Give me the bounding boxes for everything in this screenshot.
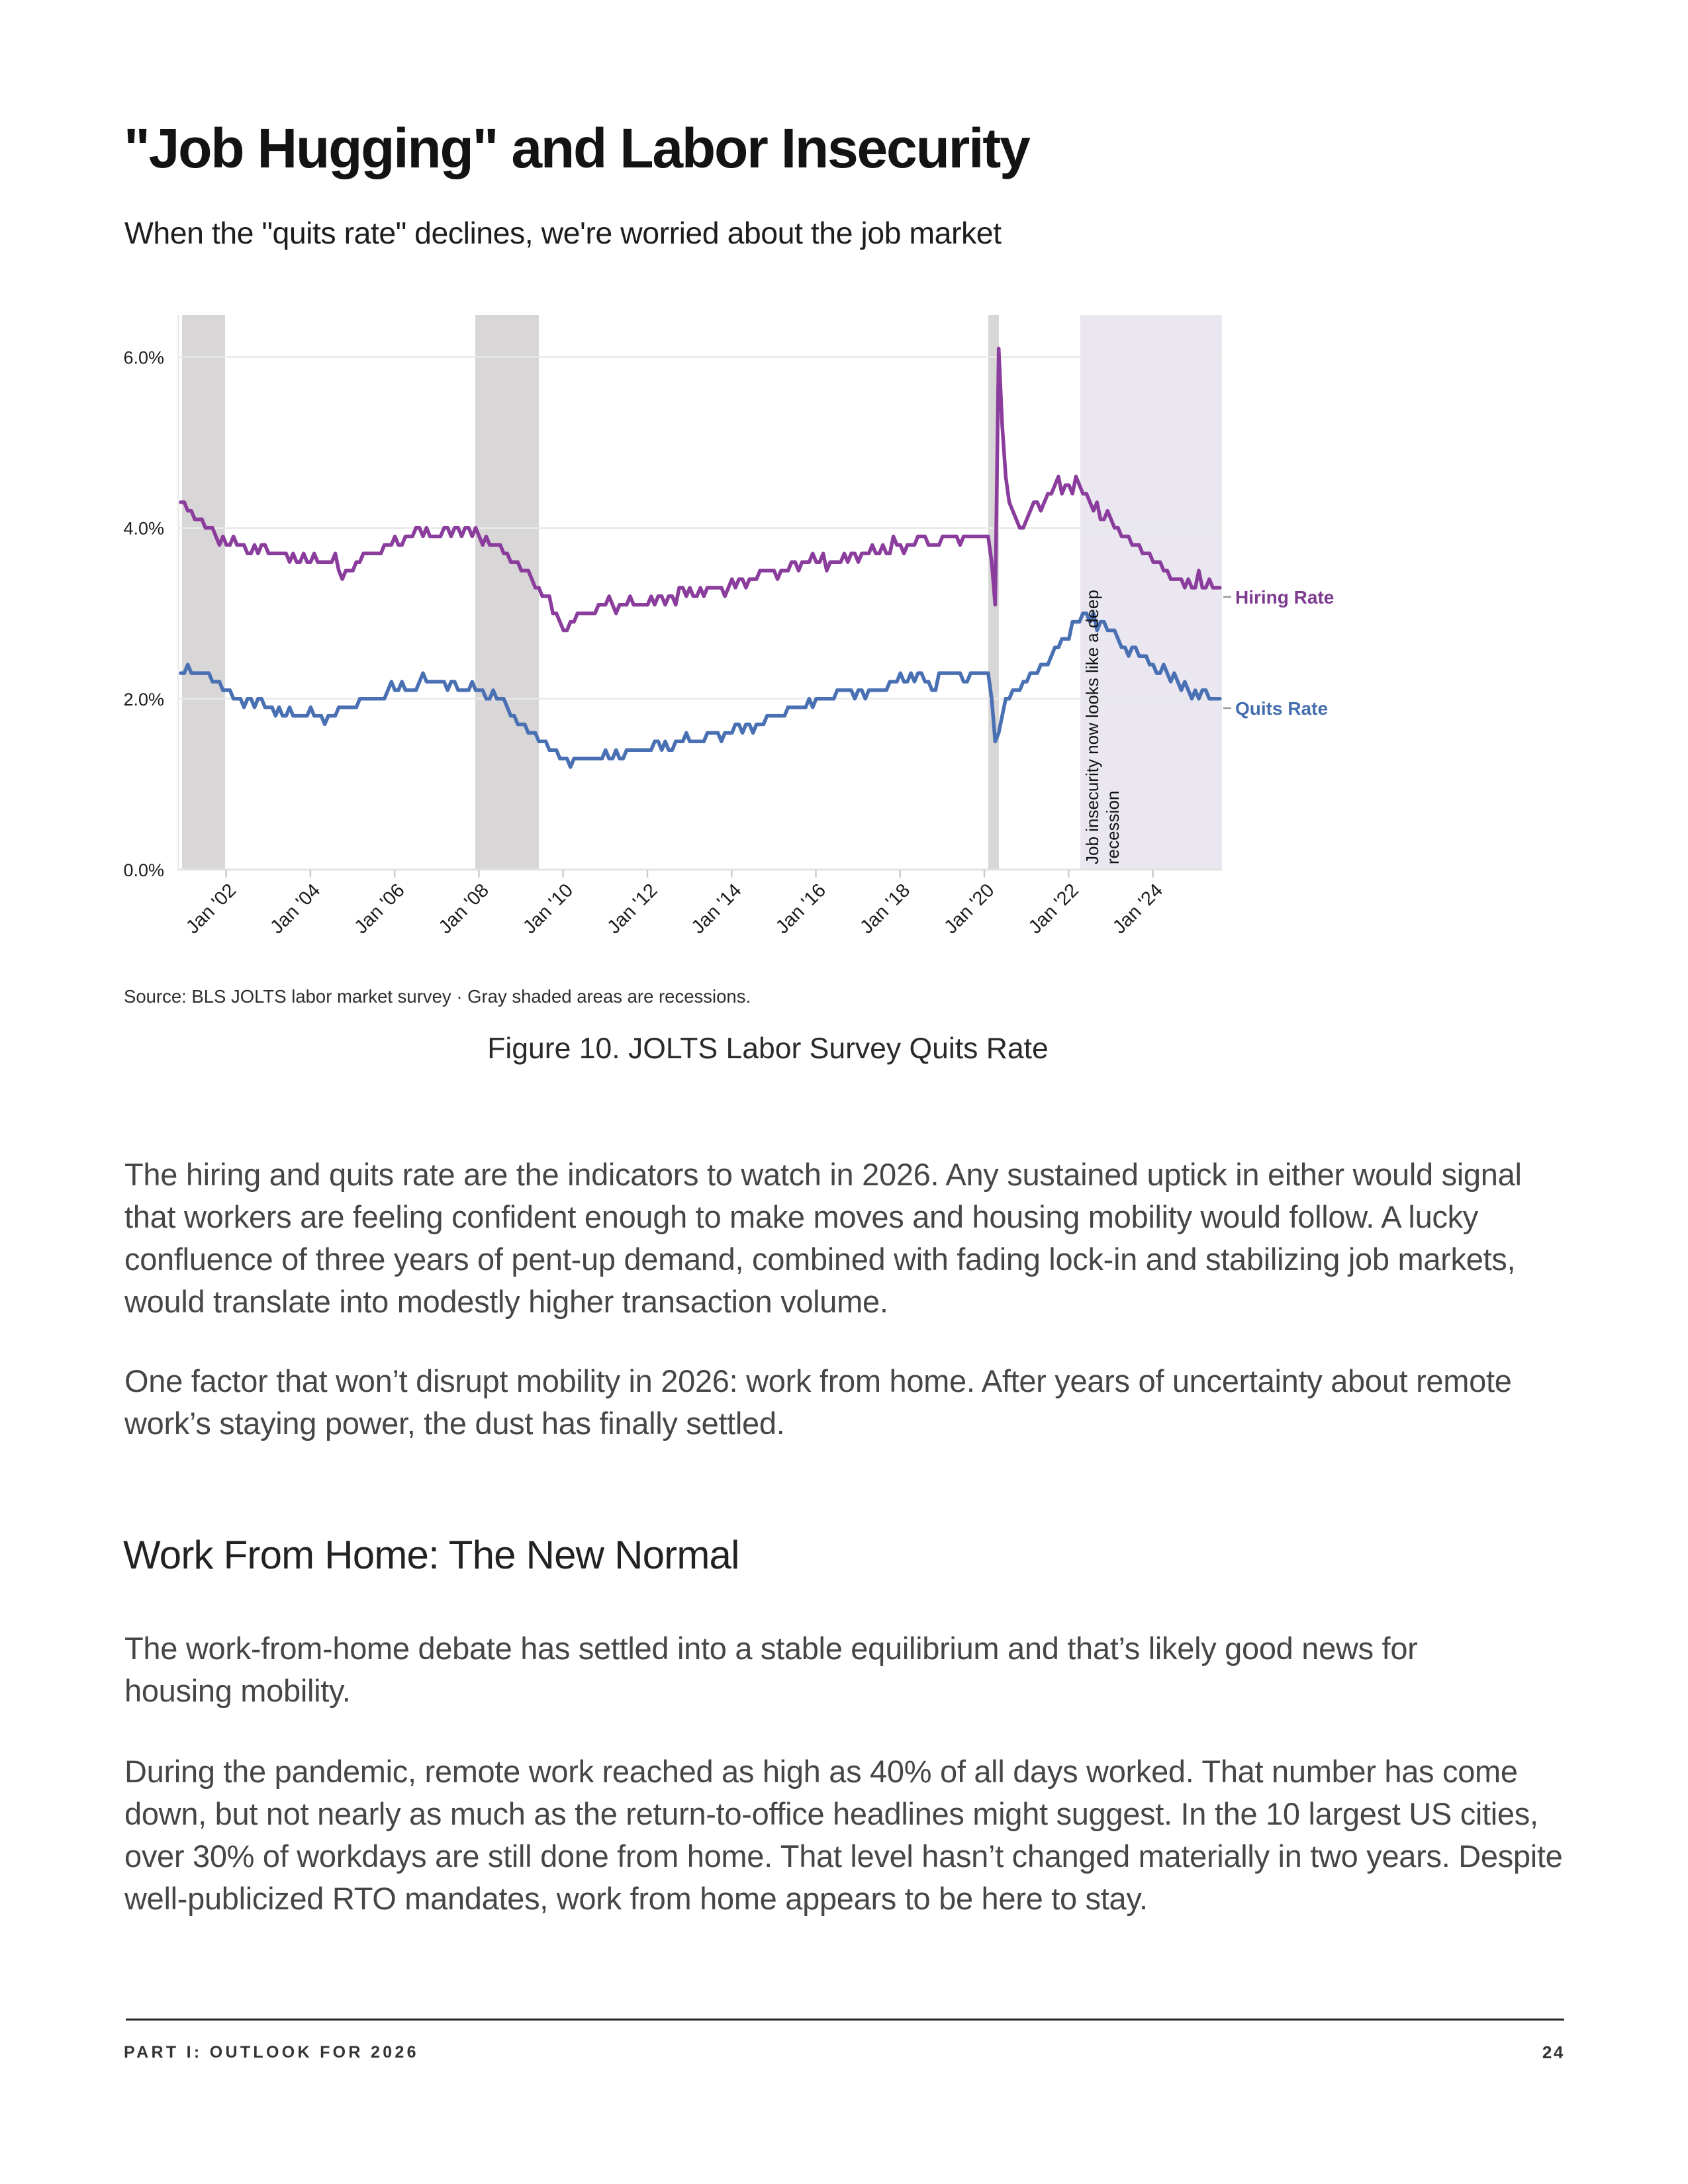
svg-text:Jan '16: Jan '16 <box>772 880 830 938</box>
svg-text:Jan '12: Jan '12 <box>603 880 661 938</box>
svg-text:Jan '22: Jan '22 <box>1025 880 1083 938</box>
svg-text:6.0%: 6.0% <box>123 348 164 368</box>
svg-text:0.0%: 0.0% <box>123 860 164 880</box>
svg-text:Jan '14: Jan '14 <box>688 880 746 938</box>
svg-text:4.0%: 4.0% <box>123 519 164 539</box>
svg-text:Jan '18: Jan '18 <box>856 880 914 938</box>
svg-text:Jan '06: Jan '06 <box>350 880 408 938</box>
svg-text:Jan '02: Jan '02 <box>182 880 240 938</box>
svg-text:2.0%: 2.0% <box>123 690 164 709</box>
svg-text:Jan '20: Jan '20 <box>940 880 998 938</box>
svg-text:Jan '08: Jan '08 <box>435 880 493 938</box>
svg-text:Jan '04: Jan '04 <box>266 880 324 938</box>
svg-text:Hiring Rate: Hiring Rate <box>1235 587 1334 608</box>
svg-text:Quits Rate: Quits Rate <box>1235 698 1328 719</box>
svg-text:recession: recession <box>1103 791 1123 864</box>
svg-text:Job insecurity now looks like: Job insecurity now looks like a deep <box>1082 590 1102 864</box>
svg-text:Jan '24: Jan '24 <box>1109 880 1167 938</box>
svg-text:Jan '10: Jan '10 <box>519 880 577 938</box>
